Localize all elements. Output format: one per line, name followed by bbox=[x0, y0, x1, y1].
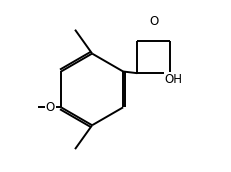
Text: O: O bbox=[46, 101, 55, 114]
Text: O: O bbox=[148, 15, 158, 28]
Text: OH: OH bbox=[164, 73, 182, 86]
